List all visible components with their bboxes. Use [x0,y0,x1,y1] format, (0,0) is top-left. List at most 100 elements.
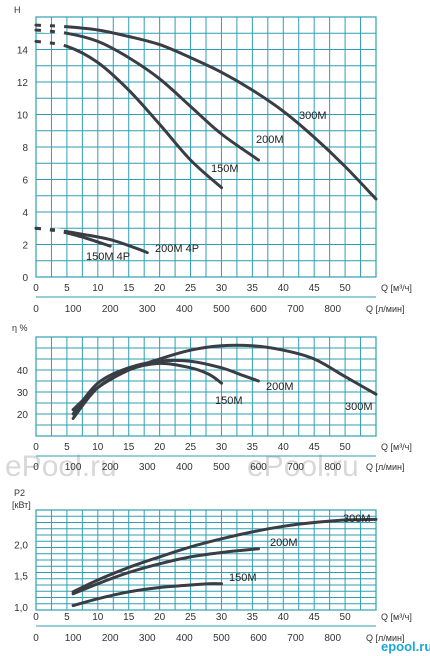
series-label: 200M [270,537,298,549]
x-tick-label: 5 [64,283,70,294]
plot-frame [35,16,377,278]
x-tick-label: 40 [278,612,290,623]
x2-tick-label: 700 [287,304,304,315]
x-tick-label: 50 [340,612,352,623]
series-line-150m [71,582,223,608]
x2-tick-label: 300 [139,633,156,644]
x-tick-label: 10 [92,442,104,453]
x2-axis-label: Q [л/мин] [366,462,404,472]
x2-tick-label: 700 [287,633,304,644]
x2-tick-label: 300 [139,304,156,315]
x-tick-label: 25 [185,283,197,294]
series-label: 150M [211,163,239,175]
y-axis-label: P2 [14,488,25,498]
x-tick-label: 35 [247,283,259,294]
x-tick-label: 15 [123,442,135,453]
x-tick-label: 0 [33,442,39,453]
x-tick-label: 0 [33,283,39,294]
x2-tick-label: 700 [287,462,304,473]
x2-axis-label: Q [л/мин] [366,633,404,643]
x2-tick-label: 200 [102,462,119,473]
x-tick-label: 40 [278,442,290,453]
x-tick-label: 10 [92,283,104,294]
x2-tick-label: 400 [176,304,193,315]
x-tick-label: 30 [216,612,228,623]
x-tick-label: 45 [309,442,321,453]
y-tick-label: 2,0 [14,540,28,551]
series-line-300m [34,23,378,201]
y-tick-label: 20 [17,410,29,421]
x2-tick-label: 300 [139,462,156,473]
series-label: 150M [229,572,257,584]
x2-tick-label: 400 [176,462,193,473]
x-tick-label: 50 [340,442,352,453]
y-axis-unit: [кВт] [12,500,31,510]
brand-logo: epool.ru [381,639,430,654]
watermark-text: ePool.ru [5,450,117,483]
x-tick-label: 30 [216,442,228,453]
x-tick-label: 45 [309,283,321,294]
x2-tick-label: 0 [33,633,39,644]
x-tick-label: 15 [123,612,135,623]
x2-tick-label: 500 [213,304,230,315]
y-tick-label: 12 [17,78,29,89]
y-tick-label: 4 [22,208,28,219]
series-line-200m [34,28,260,162]
x-tick-label: 20 [154,612,166,623]
x2-tick-label: 500 [213,633,230,644]
x-tick-label: 20 [154,442,166,453]
series-line-150m [34,39,223,190]
x2-tick-label: 800 [324,633,341,644]
y-axis-label: H [14,5,21,15]
y-tick-label: 1,0 [14,603,28,614]
x-tick-label: 5 [64,612,70,623]
series-label: 200M 4P [155,243,199,255]
x2-tick-label: 800 [324,462,341,473]
x-tick-label: 30 [216,283,228,294]
x2-tick-label: 400 [176,633,193,644]
y-tick-label: 0 [22,273,28,284]
x-tick-label: 0 [33,612,39,623]
x2-tick-label: 500 [213,462,230,473]
x-tick-label: 35 [247,612,259,623]
series-line-300m [71,343,378,412]
x-tick-label: 35 [247,442,259,453]
x-tick-label: 15 [123,283,135,294]
x2-tick-label: 0 [33,462,39,473]
y-tick-label: 8 [22,143,28,154]
x2-tick-label: 100 [65,304,82,315]
plot-frame [35,509,377,611]
series-label: 300M [299,110,327,122]
x-tick-label: 40 [278,283,290,294]
x2-tick-label: 600 [250,304,267,315]
x2-tick-label: 0 [33,304,39,315]
x-axis-label: Q [м³/ч] [381,612,412,622]
x2-tick-label: 100 [65,633,82,644]
x-axis-label: Q [м³/ч] [381,283,412,293]
series-line-200m [71,358,260,416]
series-label: 150M [215,395,243,407]
series-label: 300M [345,401,373,413]
y-tick-label: 10 [17,111,29,122]
y-tick-label: 14 [17,46,29,57]
x2-tick-label: 200 [102,633,119,644]
x2-tick-label: 100 [65,462,82,473]
dash-gap-overlay [36,226,67,234]
series-line-200m [71,547,260,596]
y-tick-label: 1,5 [14,572,28,583]
x-tick-label: 25 [185,612,197,623]
x2-tick-label: 600 [250,462,267,473]
y-tick-label: 6 [22,176,28,187]
x-tick-label: 45 [309,612,321,623]
series-label: 200M [266,381,294,393]
x-tick-label: 25 [185,442,197,453]
y-tick-label: 30 [17,388,29,399]
series-label: 300M [343,513,371,525]
x2-tick-label: 600 [250,633,267,644]
x-tick-label: 5 [64,442,70,453]
y-tick-label: 2 [22,241,28,252]
y-axis-label: η % [12,323,28,333]
series-line-300m [71,517,378,594]
y-tick-label: 40 [17,366,29,377]
